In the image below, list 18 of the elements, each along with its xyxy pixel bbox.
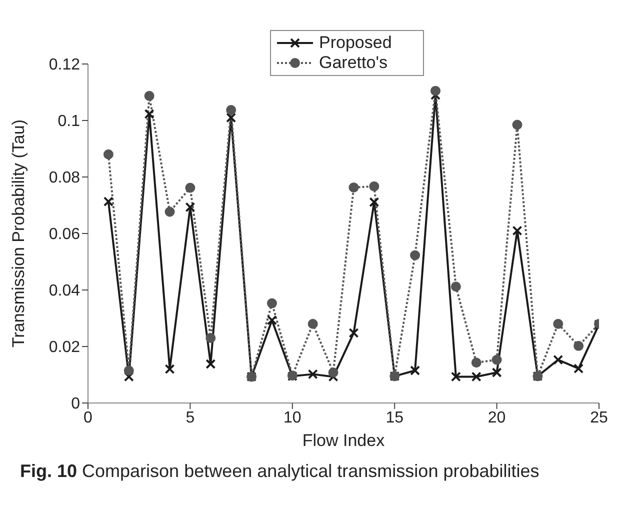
caption: Fig. 10 Comparison between analytical transmission probabilities	[19, 460, 540, 483]
y-tick-label: 0.04	[48, 282, 80, 300]
y-tick-label: 0.08	[48, 170, 80, 187]
y-tick-label: 0.12	[48, 56, 80, 74]
legend-label: Proposed	[319, 33, 392, 53]
x-tick-label: 0	[84, 409, 93, 426]
y-tick-label: 0.1	[58, 113, 80, 130]
y-tick-label: 0.06	[48, 226, 80, 244]
x-axis-title: Flow Index	[302, 431, 386, 450]
x-tick-label: 5	[186, 409, 195, 426]
x-tick-label: 20	[488, 409, 506, 426]
y-tick-label: 0.02	[48, 339, 80, 356]
y-tick-label: 0	[71, 396, 80, 413]
y-axis-title: Transmission Probability (Tau)	[9, 120, 28, 348]
x-tick-label: 15	[386, 409, 404, 426]
legend-label: Garetto's	[319, 53, 388, 73]
x-tick-label: 25	[590, 409, 608, 426]
x-tick-label: 10	[284, 409, 302, 426]
